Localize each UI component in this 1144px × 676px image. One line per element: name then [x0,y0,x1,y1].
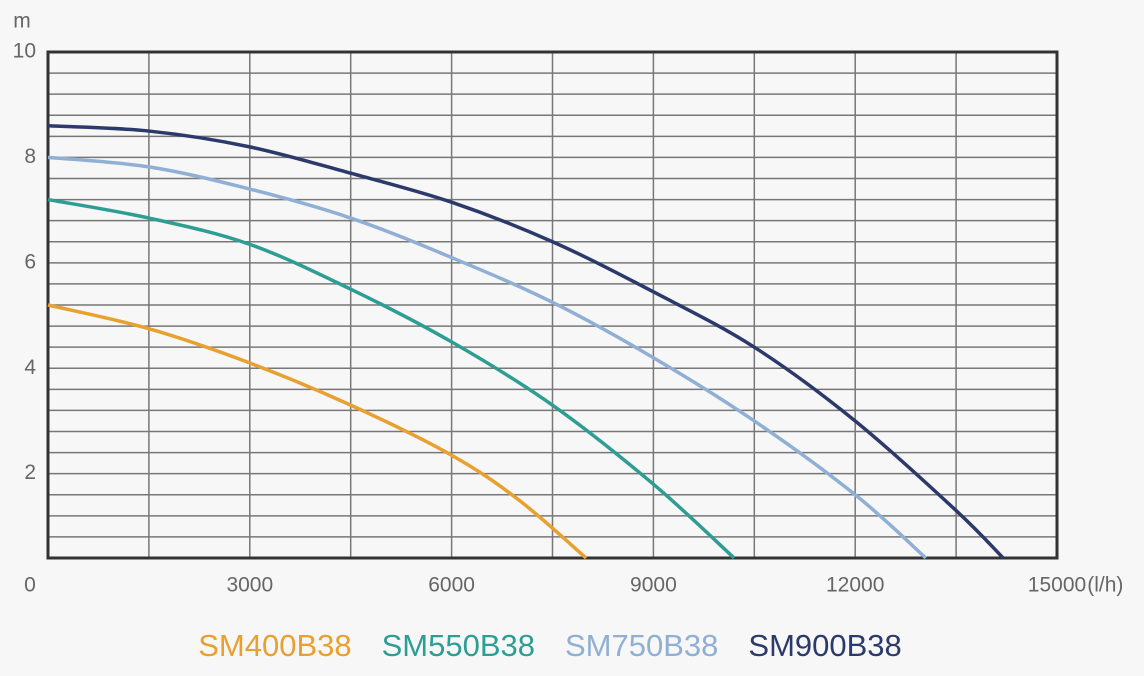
x-tick-label: 3000 [226,574,273,597]
curve [47,155,927,560]
y-tick-label: 6 [24,250,36,273]
x-tick-label: 15000 [1028,574,1086,597]
legend-entry: SM400B38 [198,628,351,663]
x-tick-label: 0 [24,574,36,597]
curve [47,124,1005,560]
legend-entry: SM900B38 [748,628,901,663]
y-axis-label: m [13,10,31,33]
y-tick-label: 2 [24,461,36,484]
curve [47,303,588,560]
x-axis-label: (l/h) [1087,574,1123,597]
y-tick-label: 10 [13,40,36,63]
x-tick-label: 12000 [826,574,884,597]
y-tick-label: 4 [24,356,36,379]
curve [47,197,736,560]
legend-entry: SM750B38 [565,628,718,663]
y-tick-label: 8 [24,145,36,168]
legend: SM400B38 SM550B38 SM750B38 SM900B38 [198,628,902,663]
x-tick-label: 9000 [630,574,677,597]
x-tick-label: 6000 [428,574,475,597]
legend-entry: SM550B38 [382,628,535,663]
